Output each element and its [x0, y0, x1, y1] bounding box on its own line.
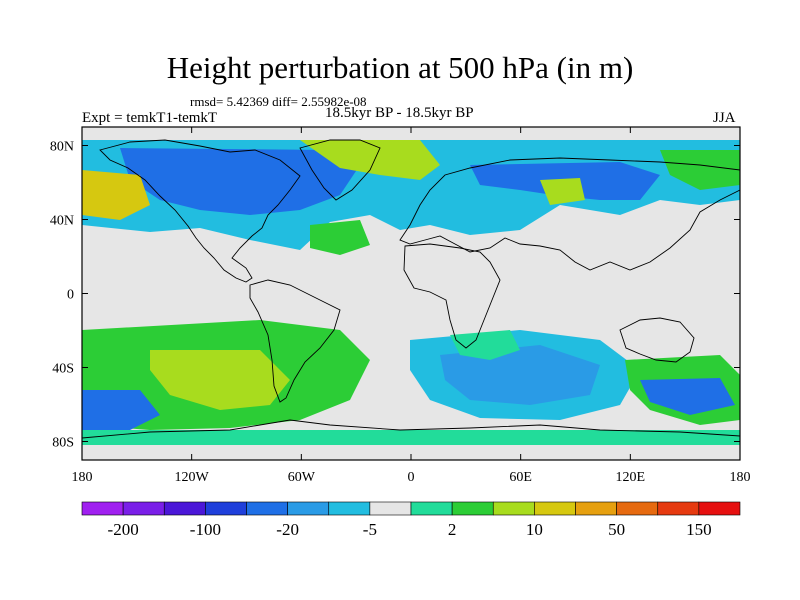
colorbar-label: 150	[686, 520, 712, 539]
colorbar-box-15	[698, 501, 741, 516]
lon-tick-label: 0	[408, 470, 415, 485]
coast-australia	[619, 317, 695, 363]
colorbar-label: 2	[448, 520, 457, 539]
contour-field	[82, 127, 740, 460]
lat-tick-label: 0	[67, 288, 74, 303]
colorbar-box-12	[575, 501, 617, 516]
colorbar-box-0	[81, 501, 124, 516]
contour-region-12	[440, 345, 600, 405]
lat-tick-label: 40S	[52, 362, 74, 377]
colorbar-box-4	[246, 501, 288, 516]
lon-tick-label: 180	[730, 470, 751, 485]
coast-africa	[403, 243, 501, 349]
lon-tick-label: 180	[72, 470, 93, 485]
colorbar-box-1	[122, 501, 165, 516]
lon-tick-label: 60W	[288, 470, 316, 485]
colorbar-label: 50	[608, 520, 625, 539]
contour-region-6	[310, 220, 370, 255]
colorbar-label: -5	[363, 520, 377, 539]
contour-region-5	[82, 170, 150, 220]
colorbar-box-9	[451, 501, 494, 516]
coast-south-america	[249, 279, 341, 403]
stats-label: rmsd= 5.42369 diff= 2.55982e-08	[190, 94, 367, 109]
colorbar-box-11	[534, 501, 576, 516]
contour-region-2	[300, 140, 440, 180]
colorbar-box-6	[328, 501, 371, 516]
coast-north-america	[99, 139, 301, 283]
contour-region-13	[450, 330, 520, 360]
colorbar-box-10	[492, 501, 535, 516]
colorbar-box-2	[163, 501, 206, 516]
lat-tick-label: 40N	[50, 214, 74, 229]
colorbar-box-7	[369, 501, 412, 516]
coastlines	[82, 139, 740, 439]
colorbar-label: -100	[190, 520, 221, 539]
experiment-label: Expt = temkT1-temkT	[82, 110, 218, 126]
colorbar-box-5	[287, 501, 330, 516]
colorbar-label: -200	[108, 520, 139, 539]
colorbar-box-14	[657, 501, 700, 516]
axis-ticks: 80N 40N 0 40S 80S 180 120W 60W 0 60E 120E 180	[50, 127, 751, 485]
colorbar-box-3	[205, 501, 247, 516]
lon-tick-label: 120E	[616, 470, 646, 485]
coast-eurasia	[399, 157, 740, 271]
contour-region-10	[82, 390, 160, 430]
season-label: JJA	[713, 110, 736, 126]
contour-region-16	[82, 430, 740, 445]
period-label: 18.5kyr BP - 18.5kyr BP	[325, 105, 474, 121]
map-title: Height perturbation at 500 hPa (in m)	[166, 50, 634, 85]
contour-region-4	[660, 150, 740, 190]
colorbar-label: -20	[276, 520, 299, 539]
coast-antarctica	[82, 419, 740, 439]
lat-tick-label: 80S	[52, 436, 74, 451]
colorbar-label: 10	[526, 520, 543, 539]
contour-region-1	[120, 148, 360, 215]
colorbar-box-8	[410, 501, 453, 516]
contour-region-9	[150, 350, 290, 410]
lon-tick-label: 60E	[509, 470, 532, 485]
lat-tick-label: 80N	[50, 140, 74, 155]
colorbar-box-13	[616, 501, 659, 516]
contour-region-7	[540, 178, 585, 205]
contour-region-15	[640, 378, 735, 415]
coast-greenland	[299, 139, 381, 201]
lon-tick-label: 120W	[175, 470, 210, 485]
